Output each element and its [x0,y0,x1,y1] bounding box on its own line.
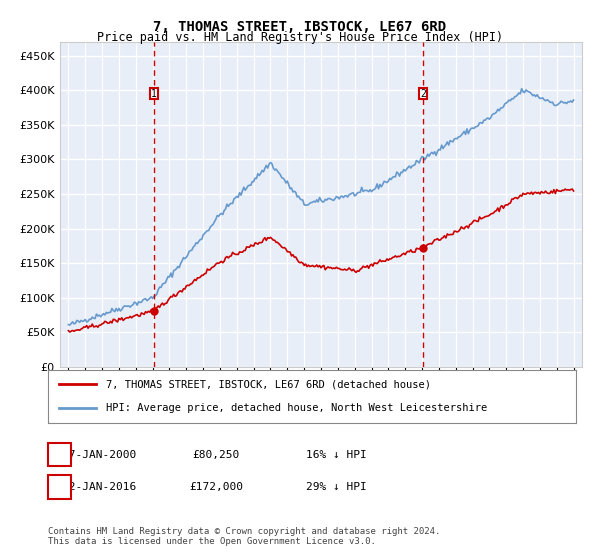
Text: 7, THOMAS STREET, IBSTOCK, LE67 6RD: 7, THOMAS STREET, IBSTOCK, LE67 6RD [154,20,446,34]
FancyBboxPatch shape [149,88,158,99]
Text: 22-JAN-2016: 22-JAN-2016 [62,482,136,492]
Text: 27-JAN-2000: 27-JAN-2000 [62,450,136,460]
Text: 1: 1 [151,89,157,99]
Text: 1: 1 [56,450,63,460]
Text: Contains HM Land Registry data © Crown copyright and database right 2024.
This d: Contains HM Land Registry data © Crown c… [48,526,440,546]
FancyBboxPatch shape [419,88,427,99]
Text: 29% ↓ HPI: 29% ↓ HPI [305,482,367,492]
Text: HPI: Average price, detached house, North West Leicestershire: HPI: Average price, detached house, Nort… [106,403,487,413]
Text: 7, THOMAS STREET, IBSTOCK, LE67 6RD (detached house): 7, THOMAS STREET, IBSTOCK, LE67 6RD (det… [106,380,431,390]
Text: £80,250: £80,250 [193,450,239,460]
Text: 16% ↓ HPI: 16% ↓ HPI [305,450,367,460]
Text: 2: 2 [420,89,426,99]
Text: Price paid vs. HM Land Registry's House Price Index (HPI): Price paid vs. HM Land Registry's House … [97,31,503,44]
Text: 2: 2 [56,482,63,492]
Text: £172,000: £172,000 [189,482,243,492]
